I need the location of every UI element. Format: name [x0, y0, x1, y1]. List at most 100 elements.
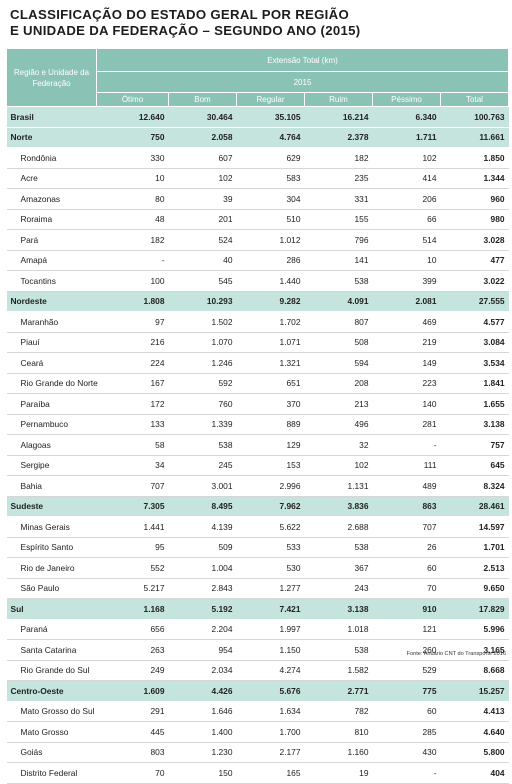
state-row: Pará 182 524 1.012 796 514 3.028	[6, 229, 509, 251]
value-cell: 2.034	[168, 660, 237, 681]
value-cell: 2.177	[236, 742, 305, 763]
value-cell: 910	[372, 598, 441, 620]
row-label: Sergipe	[6, 455, 97, 476]
value-cell: 545	[168, 270, 237, 292]
region-row: Sudeste 7.305 8.495 7.962 3.836 863 28.461	[6, 496, 509, 517]
row-label: Rio Grande do Norte	[6, 373, 98, 394]
col-header-otimo: Ótimo	[96, 92, 169, 107]
state-row: Roraima 48 201 510 155 66 980	[6, 209, 509, 230]
value-cell: 707	[372, 516, 441, 538]
total-cell: 980	[440, 209, 509, 230]
value-cell: 414	[372, 168, 441, 189]
value-cell: 760	[168, 393, 237, 415]
value-cell: 1.700	[236, 721, 305, 743]
region-row: Nordeste 1.808 10.293 9.282 4.091 2.081 27.555	[6, 291, 509, 312]
row-label: Ceará	[6, 352, 97, 374]
title-line-2: E UNIDADE DA FEDERAÇÃO – SEGUNDO ANO (20…	[10, 22, 361, 38]
region-row: Brasil 12.640 30.464 35.105 16.214 6.340 100.7…	[6, 106, 509, 128]
value-cell: 286	[236, 250, 305, 271]
value-cell: 30.464	[168, 106, 237, 128]
total-cell: 3.022	[440, 270, 509, 292]
row-label: Centro-Oeste	[6, 680, 97, 702]
row-label: Distrito Federal	[6, 762, 97, 784]
value-cell: 80	[96, 188, 169, 210]
value-cell: 863	[372, 496, 441, 517]
value-cell: 249	[96, 660, 169, 681]
value-cell: 1.440	[236, 270, 305, 292]
state-row: Piauí 216 1.070 1.071 508 219 3.084	[6, 332, 509, 353]
value-cell: 172	[96, 393, 169, 415]
value-cell: 26	[372, 537, 441, 558]
row-label: Mato Grosso do Sul	[6, 701, 97, 722]
value-cell: 140	[372, 393, 441, 415]
value-cell: 656	[96, 619, 169, 640]
value-cell: 2.771	[304, 680, 373, 702]
state-row: Rondônia 330 607 629 182 102 1.850	[6, 147, 509, 169]
value-cell: 102	[168, 168, 237, 189]
table-body: Brasil 12.640 30.464 35.105 16.214 6.340 100.7…	[6, 106, 509, 784]
col-header-total: Total	[439, 92, 510, 107]
region-row: Norte 750 2.058 4.764 2.378 1.711 11.661	[6, 127, 509, 148]
value-cell: 496	[304, 414, 373, 435]
value-cell: 150	[168, 762, 237, 784]
row-label: Espírito Santo	[6, 537, 97, 558]
value-cell: 34	[96, 455, 169, 476]
value-cell: 182	[304, 147, 373, 169]
value-cell: 7.962	[236, 496, 305, 517]
col-header-regular: Regular	[236, 92, 305, 107]
value-cell: 216	[96, 332, 169, 353]
col-header-pessimo: Péssimo	[372, 92, 441, 107]
value-cell: 129	[236, 434, 305, 456]
value-cell: 807	[304, 311, 373, 333]
row-label: Paraíba	[6, 393, 97, 415]
value-cell: 39	[168, 188, 237, 210]
value-cell: 1.168	[96, 598, 169, 620]
value-cell: 1.646	[168, 701, 237, 722]
state-row: Alagoas 58 538 129 32-757	[6, 434, 509, 456]
col-header-ruim: Ruim	[304, 92, 373, 107]
value-cell: 182	[96, 229, 169, 251]
value-cell: 35.105	[236, 106, 305, 128]
value-cell: 60	[372, 701, 441, 722]
value-cell: 538	[304, 639, 373, 661]
value-cell: 165	[236, 762, 305, 784]
value-cell: 102	[304, 455, 373, 476]
row-header: Região e Unidade da Federação	[6, 48, 97, 107]
total-cell: 1.841	[440, 373, 509, 394]
value-cell: 445	[96, 721, 169, 743]
value-cell: 530	[236, 557, 305, 579]
value-cell: 330	[96, 147, 169, 169]
row-label: Acre	[6, 168, 97, 189]
row-label: Minas Gerais	[6, 516, 97, 538]
row-label: Maranhão	[6, 311, 97, 333]
value-cell: 651	[236, 373, 305, 394]
state-row: Paraná 656 2.204 1.997 1.018 121 5.996	[6, 619, 509, 640]
value-cell: 40	[168, 250, 237, 271]
value-cell: 1.634	[236, 701, 305, 722]
state-row: Santa Catarina 263 954 1.150 538 260 3.165	[6, 639, 509, 661]
value-cell: 66	[372, 209, 441, 230]
total-cell: 3.028	[440, 229, 509, 251]
value-cell: 538	[304, 270, 373, 292]
classification-table: Região e Unidade da Federação Extensão T…	[6, 48, 510, 784]
value-cell: 149	[372, 352, 441, 374]
value-cell: 1.702	[236, 311, 305, 333]
value-cell: 592	[168, 373, 237, 394]
row-label: Amapá	[6, 250, 97, 271]
state-row: Pernambuco 133 1.339 889 496 281 3.138	[6, 414, 509, 435]
total-cell: 1.344	[440, 168, 509, 189]
value-cell: 1.018	[304, 619, 373, 640]
value-cell: 10	[372, 250, 441, 271]
state-row: Goiás 803 1.230 2.177 1.160 430 5.800	[6, 742, 509, 763]
value-cell: 1.582	[304, 660, 373, 681]
state-row: Amapá -40 286 141 10 477	[6, 250, 509, 271]
row-label: Amazonas	[6, 188, 97, 210]
value-cell: 594	[304, 352, 373, 374]
total-cell: 100.763	[440, 106, 509, 128]
value-cell: 607	[168, 147, 237, 169]
value-cell: 1.441	[96, 516, 169, 538]
state-row: Espírito Santo 95 509 533 538 26 1.701	[6, 537, 509, 558]
value-cell: 48	[96, 209, 169, 230]
value-cell: 889	[236, 414, 305, 435]
total-cell: 4.640	[440, 721, 509, 743]
